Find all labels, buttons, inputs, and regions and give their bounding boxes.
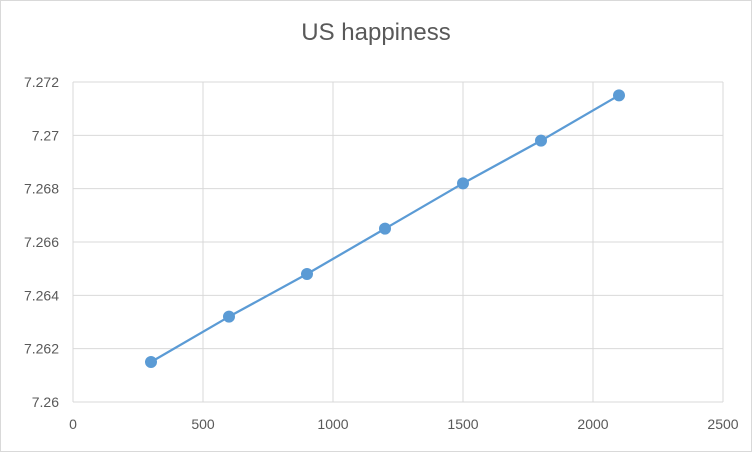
x-tick-label: 1500 (447, 416, 478, 432)
data-point (457, 177, 469, 190)
data-point (301, 268, 313, 280)
x-tick-label: 0 (69, 416, 77, 432)
x-tick-label: 2500 (707, 416, 738, 432)
data-point (145, 356, 157, 368)
data-point (535, 134, 547, 147)
data-point (613, 89, 625, 102)
y-tick-label: 7.268 (24, 181, 59, 197)
x-tick-label: 500 (191, 416, 215, 432)
y-tick-label: 7.266 (24, 234, 59, 250)
data-point (379, 222, 391, 235)
y-tick-label: 7.262 (24, 341, 59, 357)
y-tick-label: 7.264 (24, 287, 59, 303)
y-tick-label: 7.26 (32, 394, 59, 410)
chart-title: US happiness (301, 19, 451, 46)
x-tick-label: 2000 (577, 416, 608, 432)
data-point (223, 310, 235, 323)
y-tick-label: 7.272 (24, 74, 59, 90)
x-tick-label: 1000 (317, 416, 348, 432)
y-tick-label: 7.27 (32, 127, 59, 143)
